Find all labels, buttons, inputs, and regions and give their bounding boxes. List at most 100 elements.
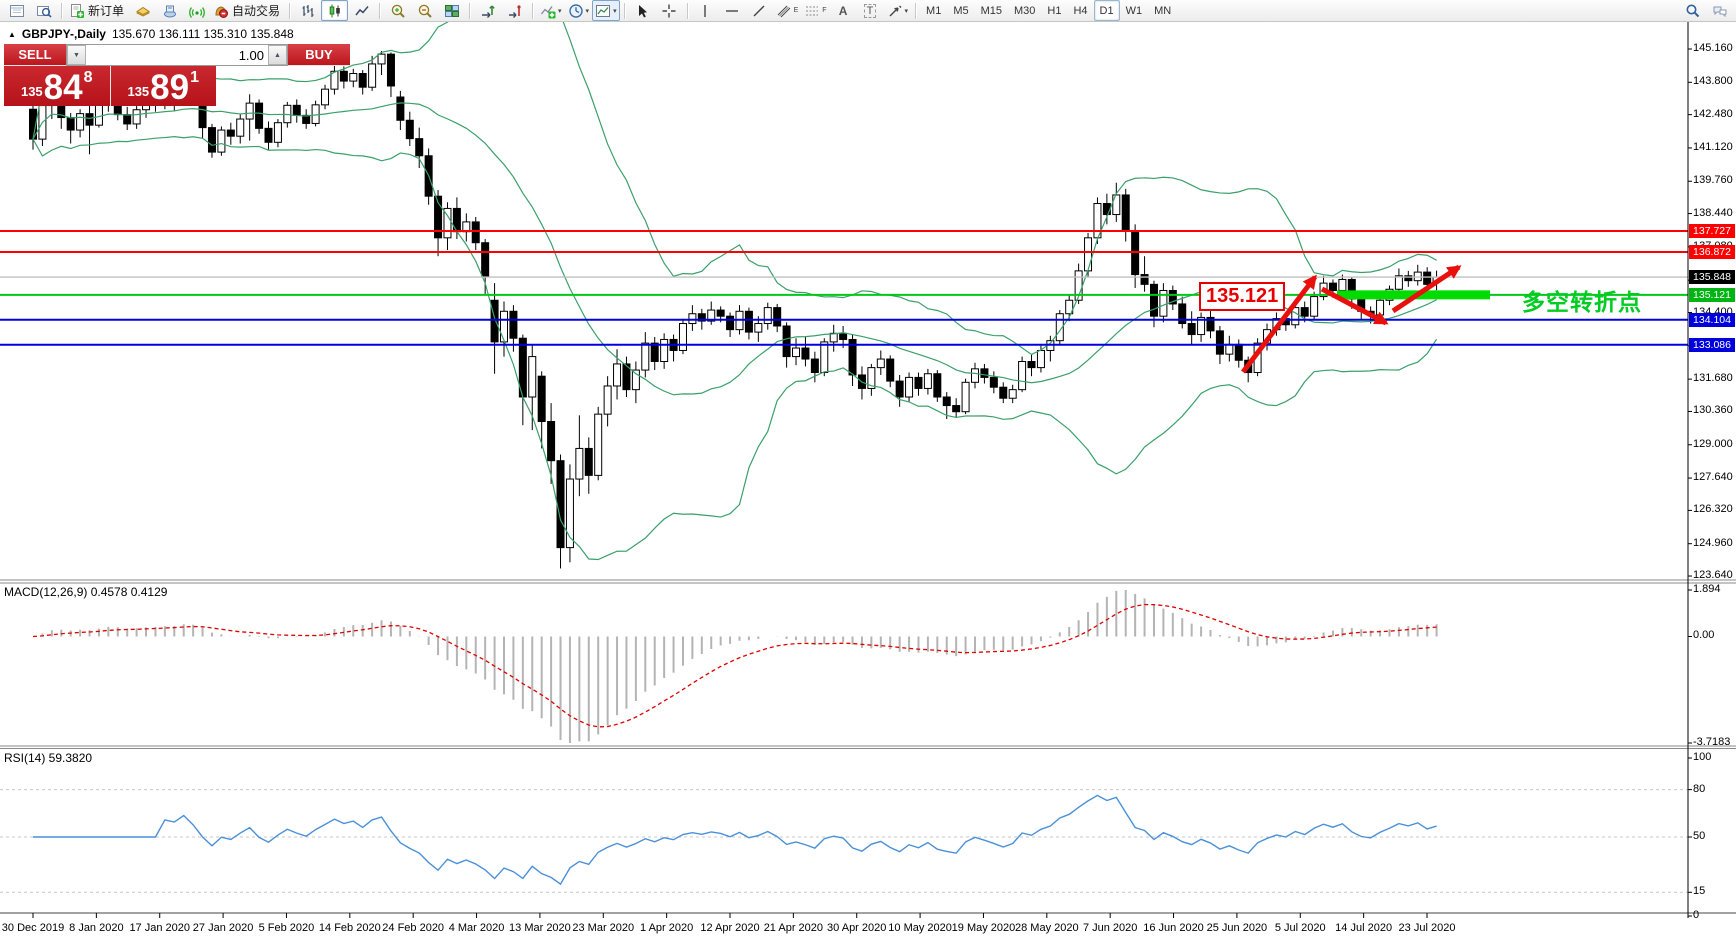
market-watch-button[interactable]: [156, 0, 183, 21]
history-center-button[interactable]: [129, 0, 156, 21]
equidistant-channel-icon: [777, 5, 790, 17]
horizontal-line-icon: [726, 9, 739, 12]
fibonacci-tool-button[interactable]: F: [801, 0, 829, 21]
vertical-line-tool-button[interactable]: [692, 0, 719, 21]
templates-button[interactable]: ▾: [592, 0, 620, 21]
date-tick-label: 4 Mar 2020: [448, 922, 505, 934]
timeframe-M15[interactable]: M15: [980, 4, 1003, 17]
date-tick-label: 7 Jun 2020: [1082, 922, 1138, 934]
autotrading-button[interactable]: 自动交易: [210, 0, 285, 21]
axis-tick-label: 141.120: [1693, 140, 1733, 153]
search-icon: [1686, 4, 1699, 17]
zoom-out-icon: [418, 4, 432, 18]
date-tick-label: 5 Feb 2020: [258, 922, 315, 934]
volume-input[interactable]: [86, 45, 268, 65]
dropdown-caret-icon: ▾: [558, 7, 562, 15]
search-button[interactable]: [1679, 0, 1706, 21]
timeframe-H4[interactable]: H4: [1073, 4, 1088, 17]
bar-chart-mode-button[interactable]: [294, 0, 321, 21]
zoom-in-button[interactable]: [384, 0, 411, 21]
timeframe-M1[interactable]: M1: [926, 4, 942, 17]
label-tool-label: T: [863, 3, 877, 18]
zoom-out-button[interactable]: [411, 0, 438, 21]
buy-price-fraction: 1: [190, 69, 200, 86]
price-badge: 133.086: [1689, 337, 1735, 352]
crosshair-tool-button[interactable]: [656, 0, 683, 21]
horizontal-line-tool-button[interactable]: [719, 0, 746, 21]
signals-button[interactable]: [183, 0, 210, 21]
new-order-button[interactable]: 新订单: [66, 0, 129, 21]
axis-tick-label: 123.640: [1693, 569, 1733, 582]
timeframe-MN[interactable]: MN: [1154, 4, 1172, 17]
date-tick-label: 21 Apr 2020: [763, 922, 824, 934]
autotrading-label: 自动交易: [232, 4, 281, 18]
toolbar-separator: [532, 2, 534, 19]
timeframe-H1[interactable]: H1: [1047, 4, 1062, 17]
date-tick-label: 1 Apr 2020: [640, 922, 694, 934]
date-tick-label: 24 Feb 2020: [382, 922, 445, 934]
signals-icon: [188, 6, 205, 18]
timeframe-D1[interactable]: D1: [1093, 0, 1120, 21]
toolbar-separator: [289, 2, 291, 19]
chat-icon: [1713, 6, 1726, 17]
sell-price-int: 135: [20, 84, 43, 99]
caret-up-icon: ▲: [274, 51, 281, 59]
indicators-button[interactable]: ▾: [537, 0, 565, 21]
ohlc-values: 135.670 136.111 135.310 135.848: [111, 27, 294, 41]
axis-tick-label: 139.760: [1693, 174, 1733, 187]
buy-button[interactable]: BUY: [288, 44, 350, 66]
toolbar-separator: [623, 2, 625, 19]
price-badge: 136.872: [1689, 244, 1735, 259]
cursor-tool-button[interactable]: [629, 0, 656, 21]
date-tick-label: 8 Jan 2020: [69, 922, 124, 934]
line-chart-mode-button[interactable]: [348, 0, 375, 21]
channel-tool-label: E: [793, 7, 799, 14]
chart-title: ▲ GBPJPY-,Daily 135.670 136.111 135.310 …: [8, 27, 294, 41]
axis-tick-label: 131.680: [1693, 372, 1733, 385]
volume-increase-button[interactable]: ▲: [268, 45, 287, 65]
buy-price[interactable]: 135 89 1: [111, 66, 217, 106]
date-tick-label: 13 Mar 2020: [509, 922, 571, 934]
text-tool-button[interactable]: A: [830, 0, 857, 21]
timeframe-M5[interactable]: M5: [953, 4, 969, 17]
channel-tool-button[interactable]: E: [773, 0, 802, 21]
sell-price[interactable]: 135 84 8: [4, 66, 111, 106]
crosshair-icon: [662, 4, 676, 17]
timeframe-M30[interactable]: M30: [1014, 4, 1036, 17]
tile-windows-button[interactable]: [438, 0, 465, 21]
chart-preview-button[interactable]: [30, 0, 57, 21]
periods-button[interactable]: ▾: [565, 0, 593, 21]
arrows-tool-button[interactable]: ▾: [884, 0, 912, 21]
axis-tick-label: 124.960: [1693, 536, 1733, 549]
price-badge: 135.848: [1689, 270, 1735, 285]
community-chat-button[interactable]: [1706, 0, 1733, 21]
timeframe-group: M1 M5 M15 M30 H1 H4 D1 W1 MN: [920, 0, 1177, 21]
market-watch-icon: [163, 5, 176, 17]
timeframe-W1[interactable]: W1: [1125, 4, 1143, 17]
date-tick-label: 28 May 2020: [1015, 922, 1079, 934]
price-annotation-box[interactable]: 135.121: [1199, 282, 1286, 311]
autotrading-icon: [215, 5, 229, 18]
axis-tick-label: 0: [1693, 909, 1700, 921]
date-tick-label: 10 May 2020: [888, 922, 952, 934]
candlestick-mode-button[interactable]: [321, 0, 349, 21]
axis-tick-label: -3.7183: [1693, 736, 1731, 748]
chart-shift-button[interactable]: [501, 0, 528, 21]
axis-tick-label: 129.000: [1693, 437, 1733, 450]
pivot-annotation-text[interactable]: 多空转折点: [1522, 289, 1642, 315]
text-label-tool-button[interactable]: T: [857, 0, 884, 21]
sell-price-pips: 84: [43, 68, 83, 108]
dropdown-caret-icon: ▾: [585, 7, 590, 15]
sell-button[interactable]: SELL: [4, 44, 66, 66]
collapse-chart-icon[interactable]: ▲: [8, 29, 16, 39]
price-badge: 134.104: [1689, 312, 1735, 327]
auto-scroll-button[interactable]: [474, 0, 501, 21]
date-tick-label: 14 Jul 2020: [1335, 922, 1393, 934]
rsi-indicator-label: RSI(14) 59.3820: [4, 751, 93, 765]
chart-window-button[interactable]: [3, 0, 30, 21]
volume-decrease-button[interactable]: ▼: [67, 45, 86, 65]
trendline-tool-button[interactable]: [746, 0, 773, 21]
axis-tick-label: 50: [1693, 830, 1706, 842]
